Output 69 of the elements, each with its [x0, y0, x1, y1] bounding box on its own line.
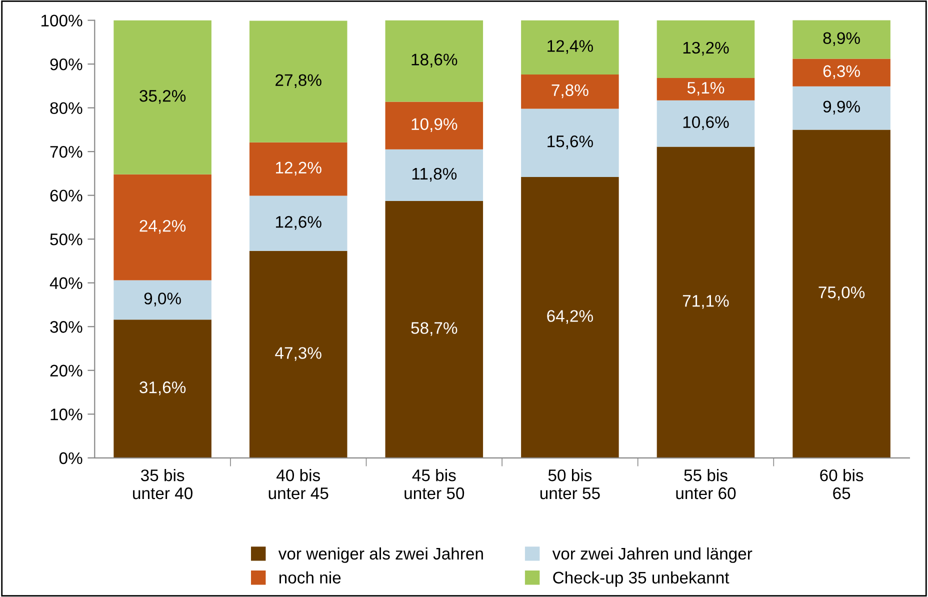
bar: [385, 102, 484, 150]
x-tick-label: 40 bis unter 45: [268, 469, 328, 500]
bar: [385, 201, 484, 458]
data-label: 75,0%: [818, 286, 865, 300]
y-tick-label: 30%: [50, 321, 82, 333]
bar: [249, 142, 348, 196]
data-label: 6,3%: [823, 65, 860, 80]
data-label: 13,2%: [683, 42, 729, 56]
bar: [521, 74, 619, 109]
legend-label: noch nie: [279, 571, 341, 584]
data-label: 10,9%: [412, 118, 458, 132]
data-label: 11,8%: [412, 168, 457, 182]
data-label: 9,0%: [144, 292, 181, 306]
data-label: 47,3%: [275, 347, 322, 361]
bar: [656, 146, 755, 458]
data-label: 24,2%: [140, 220, 186, 234]
bar: [792, 130, 890, 458]
data-label: 27,8%: [276, 74, 322, 88]
bar: [249, 20, 348, 142]
x-tick-label: 55 bis unter 60: [676, 469, 736, 500]
data-label: 64,2%: [547, 310, 593, 324]
data-label: 71,1%: [682, 295, 729, 309]
bar: [656, 100, 755, 147]
y-tick-label: 20%: [50, 364, 82, 377]
legend-label: vor weniger als zwei Jahren: [278, 547, 483, 563]
data-label: 12,6%: [276, 216, 322, 230]
y-tick-label: 10%: [50, 408, 82, 420]
y-tick-label: 90%: [50, 58, 82, 70]
data-label: 15,6%: [548, 136, 593, 150]
bar: [114, 320, 212, 458]
y-tick-label: 100%: [41, 14, 82, 26]
data-label: 31,6%: [140, 381, 186, 396]
data-label: 9,9%: [823, 100, 860, 114]
bar: [385, 20, 484, 102]
bar: [385, 149, 484, 202]
bar: [114, 280, 212, 320]
y-tick-label: 0%: [59, 452, 82, 464]
y-tick-label: 70%: [50, 146, 82, 158]
legend-label: vor zwei Jahren und länger: [552, 547, 752, 563]
x-tick-label: 45 bis unter 50: [404, 469, 464, 500]
bar: [792, 58, 890, 86]
y-tick-label: 60%: [50, 190, 82, 202]
bar: [249, 250, 348, 458]
bar: [656, 78, 755, 100]
y-tick-label: 80%: [50, 102, 82, 114]
bar: [249, 196, 348, 251]
x-tick-label: 35 bis unter 40: [133, 469, 192, 500]
y-tick-label: 40%: [50, 277, 82, 290]
bar: [521, 108, 619, 177]
data-label: 12,2%: [276, 162, 322, 176]
y-tick-label: 50%: [50, 234, 82, 246]
bar: [521, 20, 619, 75]
x-tick-label: 60 bis 65: [820, 469, 864, 500]
bar: [792, 20, 890, 59]
data-label: 8,9%: [823, 32, 860, 46]
bar: [656, 20, 755, 78]
x-tick-label: 50 bis unter 55: [540, 469, 600, 500]
bar: [114, 20, 212, 174]
data-label: 7,8%: [552, 84, 588, 98]
data-label: 10,6%: [683, 116, 729, 130]
bar: [792, 86, 890, 130]
data-label: 18,6%: [412, 54, 458, 68]
bar: [521, 176, 619, 458]
data-label: 35,2%: [140, 90, 186, 104]
data-label: 5,1%: [687, 82, 724, 96]
bar: [114, 174, 212, 280]
data-label: 58,7%: [411, 322, 458, 336]
legend-label: Check-up 35 unbekannt: [553, 571, 730, 587]
data-label: 12,4%: [548, 40, 593, 54]
